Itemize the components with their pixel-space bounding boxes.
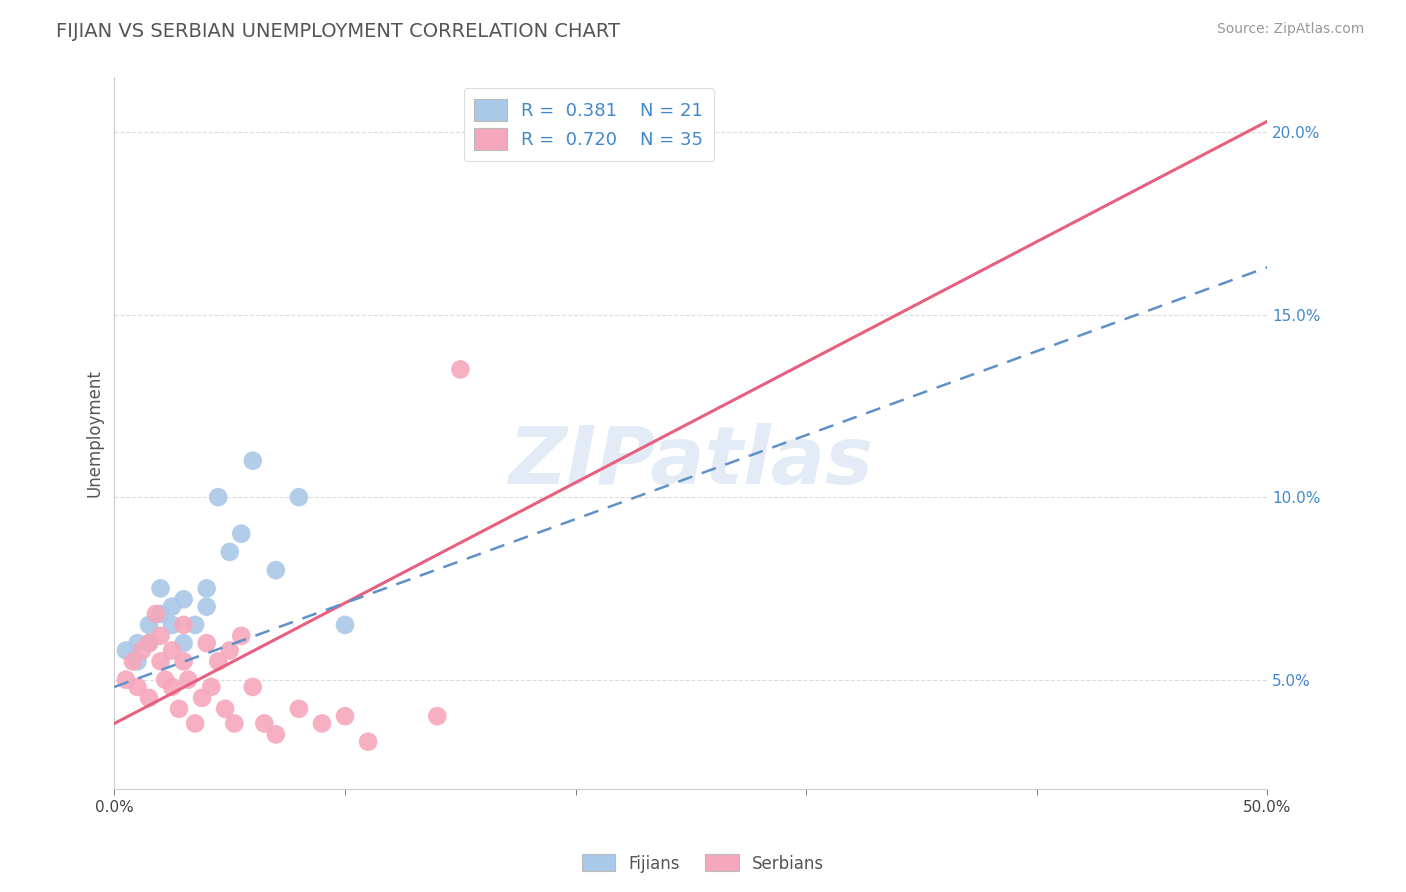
Point: [173, 592, 195, 607]
Point: [231, 526, 253, 541]
Point: [149, 582, 172, 596]
Point: [127, 680, 149, 694]
Point: [173, 654, 195, 668]
Point: [195, 599, 218, 614]
Point: [264, 563, 287, 577]
Text: ZIPatlas: ZIPatlas: [509, 423, 873, 500]
Point: [357, 734, 380, 748]
Y-axis label: Unemployment: Unemployment: [86, 369, 103, 497]
Point: [184, 618, 207, 632]
Point: [495, 125, 517, 139]
Legend: R =  0.381    N = 21, R =  0.720    N = 35: R = 0.381 N = 21, R = 0.720 N = 35: [464, 88, 714, 161]
Point: [173, 636, 195, 650]
Point: [333, 618, 356, 632]
Point: [253, 716, 276, 731]
Point: [177, 673, 200, 687]
Point: [288, 490, 311, 504]
Legend: Fijians, Serbians: Fijians, Serbians: [575, 847, 831, 880]
Point: [242, 680, 264, 694]
Point: [149, 654, 172, 668]
Point: [138, 636, 160, 650]
Point: [167, 702, 190, 716]
Point: [195, 636, 218, 650]
Point: [333, 709, 356, 723]
Point: [288, 702, 311, 716]
Point: [184, 716, 207, 731]
Point: [138, 690, 160, 705]
Point: [160, 599, 183, 614]
Point: [224, 716, 246, 731]
Point: [191, 690, 214, 705]
Point: [207, 490, 229, 504]
Point: [153, 673, 176, 687]
Point: [218, 643, 240, 657]
Point: [149, 629, 172, 643]
Point: [218, 545, 240, 559]
Text: Source: ZipAtlas.com: Source: ZipAtlas.com: [1216, 22, 1364, 37]
Point: [207, 654, 229, 668]
Point: [231, 629, 253, 643]
Point: [426, 709, 449, 723]
Point: [138, 618, 160, 632]
Point: [449, 362, 471, 376]
Point: [264, 727, 287, 741]
Point: [149, 607, 172, 621]
Point: [200, 680, 222, 694]
Point: [131, 643, 153, 657]
Point: [127, 636, 149, 650]
Point: [127, 654, 149, 668]
Point: [214, 702, 236, 716]
Point: [160, 643, 183, 657]
Point: [173, 618, 195, 632]
Point: [138, 636, 160, 650]
Point: [195, 582, 218, 596]
Text: FIJIAN VS SERBIAN UNEMPLOYMENT CORRELATION CHART: FIJIAN VS SERBIAN UNEMPLOYMENT CORRELATI…: [56, 22, 620, 41]
Point: [311, 716, 333, 731]
Point: [242, 453, 264, 467]
Point: [115, 643, 138, 657]
Point: [160, 618, 183, 632]
Point: [145, 607, 167, 621]
Point: [160, 680, 183, 694]
Point: [115, 673, 138, 687]
Point: [121, 654, 143, 668]
